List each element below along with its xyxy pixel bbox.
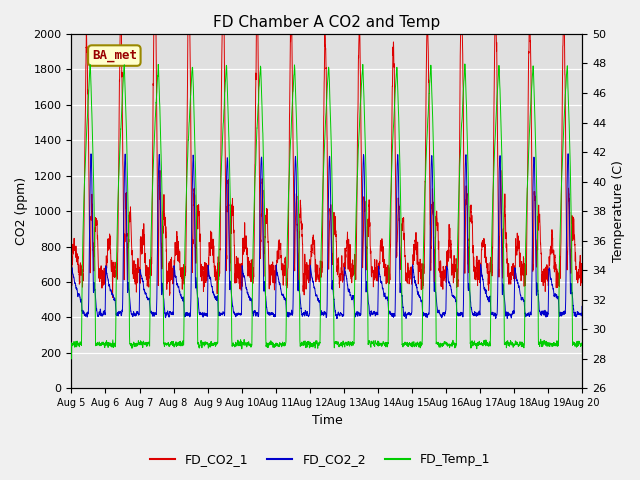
Legend: FD_CO2_1, FD_CO2_2, FD_Temp_1: FD_CO2_1, FD_CO2_2, FD_Temp_1 xyxy=(145,448,495,471)
X-axis label: Time: Time xyxy=(312,414,342,427)
Y-axis label: CO2 (ppm): CO2 (ppm) xyxy=(15,177,28,245)
Y-axis label: Temperature (C): Temperature (C) xyxy=(612,160,625,262)
Title: FD Chamber A CO2 and Temp: FD Chamber A CO2 and Temp xyxy=(213,15,440,30)
Text: BA_met: BA_met xyxy=(92,49,137,62)
